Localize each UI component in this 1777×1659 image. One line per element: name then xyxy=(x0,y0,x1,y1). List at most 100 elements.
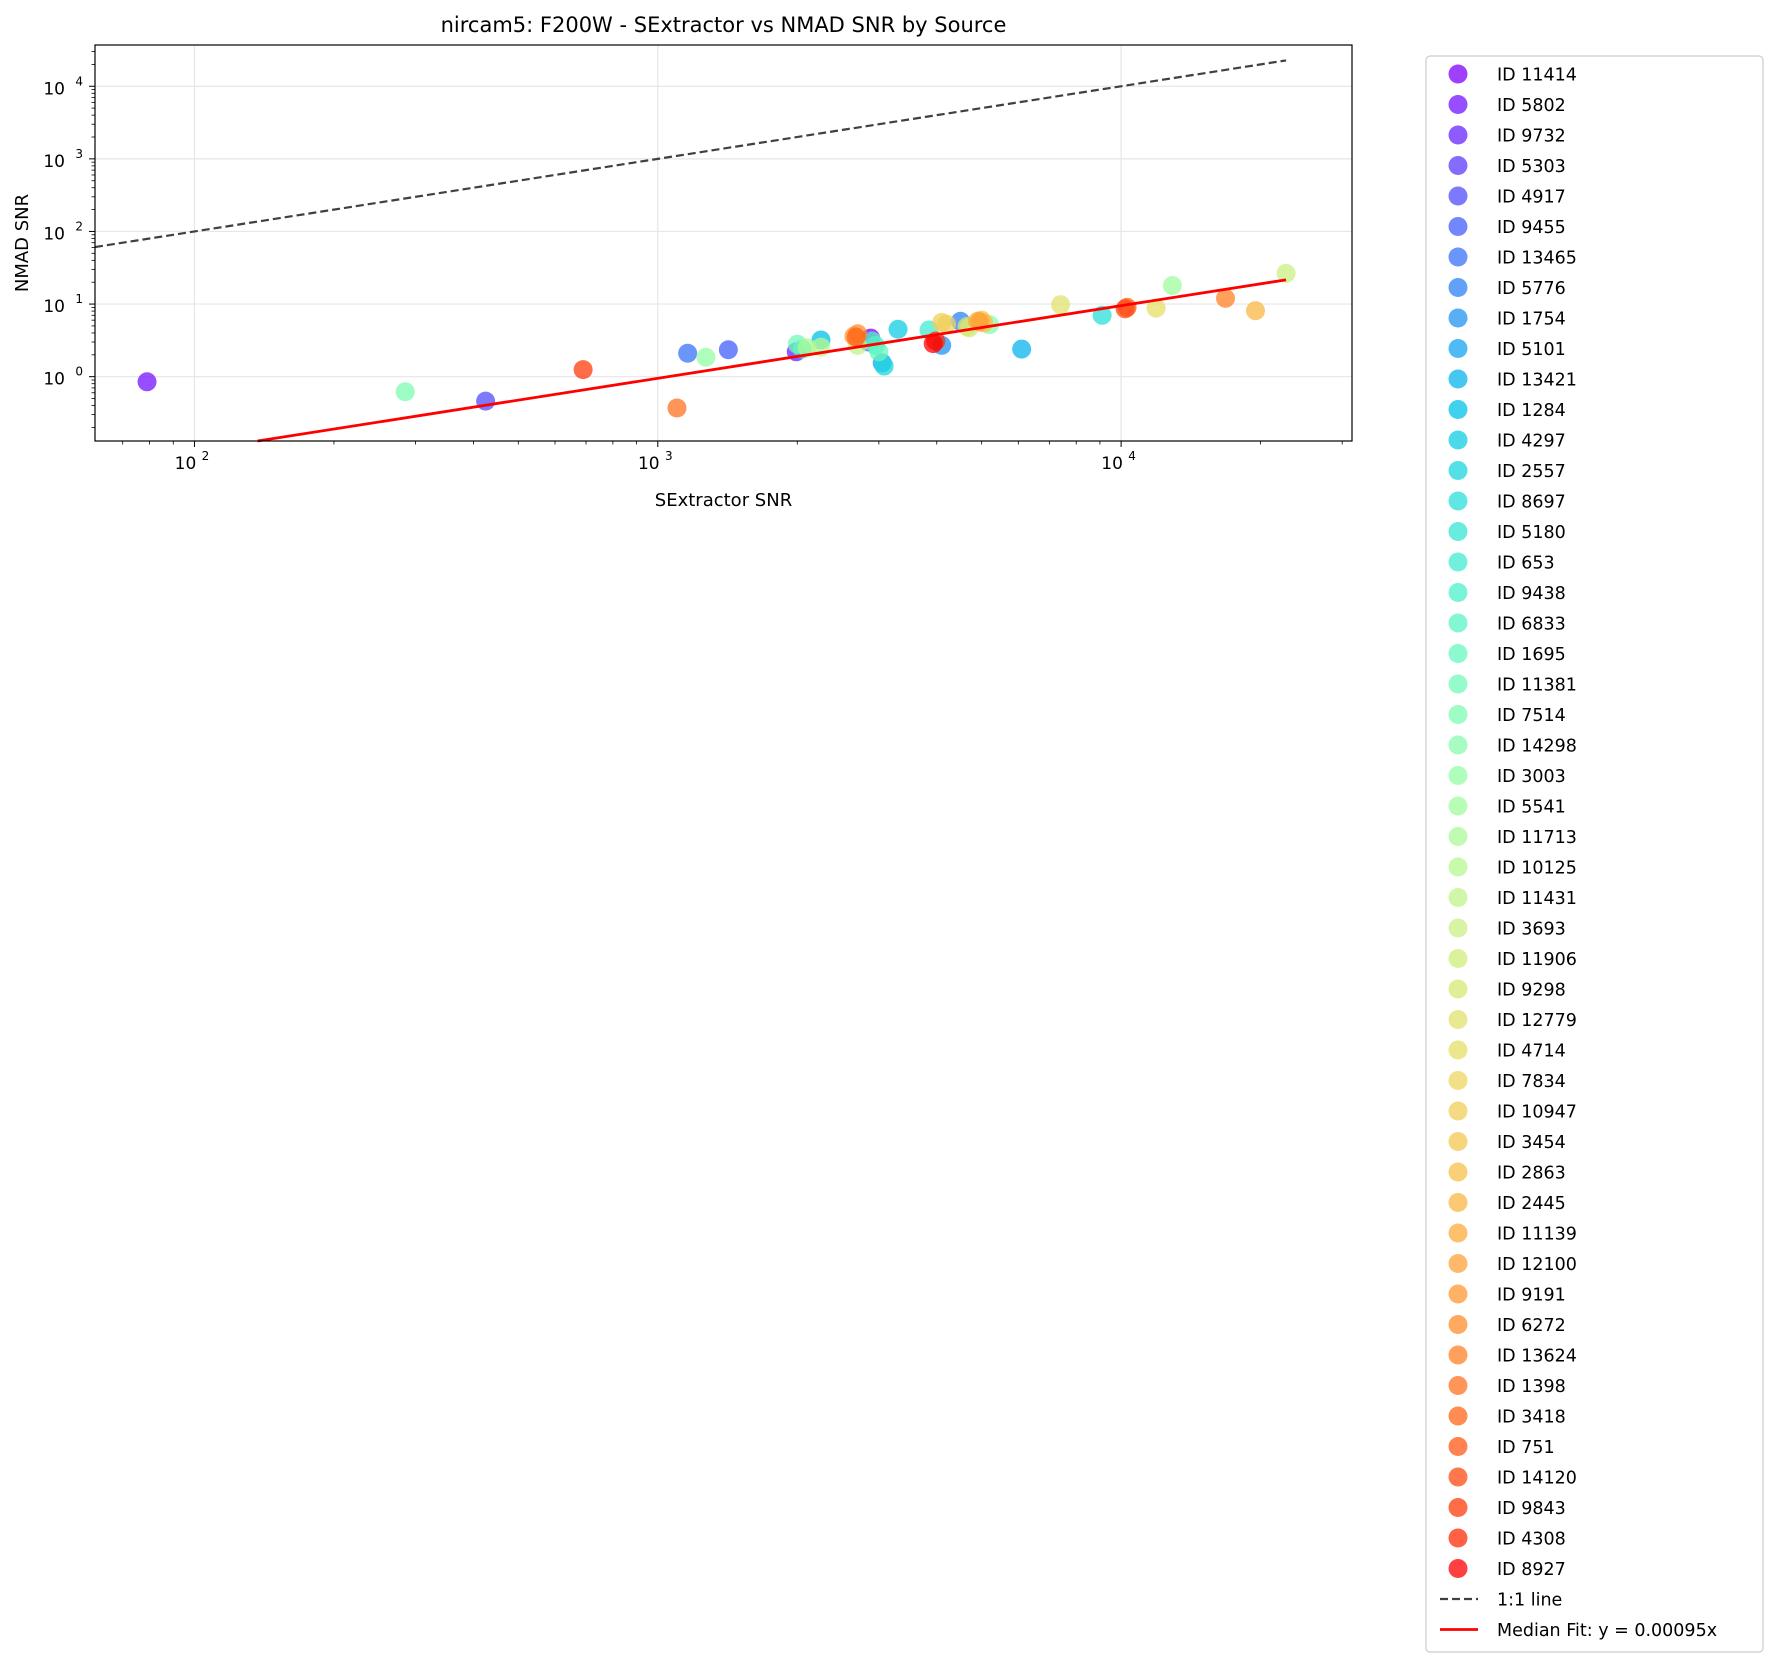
legend-label: 1:1 line xyxy=(1497,1591,1562,1611)
legend-marker xyxy=(1448,522,1468,541)
x-tick-label: 10 xyxy=(175,454,197,474)
legend-label: ID 7834 xyxy=(1497,1072,1566,1092)
grid-lines xyxy=(95,45,1352,441)
legend-marker xyxy=(1448,644,1468,663)
plot-frame xyxy=(94,44,1353,442)
legend-marker xyxy=(1448,369,1468,389)
legend-label: ID 13465 xyxy=(1497,249,1577,269)
legend-label: ID 4308 xyxy=(1497,1530,1566,1550)
legend-label: ID 11431 xyxy=(1497,889,1577,909)
y-tick-label: 10 xyxy=(43,224,65,244)
legend-label: ID 11139 xyxy=(1497,1225,1577,1245)
legend-label: ID 4917 xyxy=(1497,188,1566,208)
legend-label: ID 9438 xyxy=(1497,584,1566,604)
legend-label: ID 14120 xyxy=(1497,1469,1577,1489)
legend-label: ID 1695 xyxy=(1497,645,1566,665)
legend-label: ID 653 xyxy=(1497,554,1555,574)
data-points xyxy=(137,263,1296,443)
data-point xyxy=(573,360,593,380)
legend-label: ID 13624 xyxy=(1497,1347,1577,1367)
y-axis-label: NMAD SNR xyxy=(12,194,33,292)
data-point xyxy=(869,342,889,362)
legend-marker xyxy=(1448,949,1468,968)
one-to-one-line xyxy=(94,59,1287,249)
data-point xyxy=(1146,298,1166,318)
data-point xyxy=(1051,295,1071,315)
legend-label: ID 1754 xyxy=(1497,310,1566,330)
legend-marker xyxy=(1448,430,1468,450)
y-tick-label: 10 xyxy=(43,152,65,172)
legend-marker xyxy=(1448,461,1468,480)
data-point xyxy=(846,327,866,347)
legend-marker xyxy=(1448,1376,1468,1395)
legend-marker xyxy=(1448,125,1468,145)
data-point xyxy=(678,343,698,363)
legend-marker xyxy=(1448,857,1468,877)
legend-label: ID 9298 xyxy=(1497,981,1566,1001)
legend-marker xyxy=(1448,1284,1468,1304)
legend-marker xyxy=(1448,1528,1468,1548)
x-tick-label: 10 xyxy=(638,454,660,474)
legend-label: ID 12779 xyxy=(1497,1011,1577,1031)
legend-marker xyxy=(1448,1193,1468,1212)
legend-label: ID 3454 xyxy=(1497,1133,1566,1153)
legend-marker xyxy=(1448,1498,1468,1517)
x-axis-label: SExtractor SNR xyxy=(655,490,792,511)
legend-label: ID 11906 xyxy=(1497,950,1577,970)
legend-marker xyxy=(1448,1467,1468,1487)
legend-marker xyxy=(1448,156,1468,175)
legend-marker xyxy=(1448,552,1468,572)
legend-marker xyxy=(1448,1132,1468,1151)
legend-marker xyxy=(1448,339,1468,358)
legend-label: ID 9455 xyxy=(1497,218,1566,238)
data-point xyxy=(395,382,415,402)
legend-label: ID 4297 xyxy=(1497,432,1566,452)
data-point xyxy=(1276,263,1296,283)
data-point xyxy=(667,398,687,418)
data-point xyxy=(932,312,952,332)
data-point xyxy=(718,340,738,360)
legend-marker xyxy=(1448,278,1468,297)
legend-marker xyxy=(1448,1254,1468,1273)
legend-label: ID 5541 xyxy=(1497,798,1566,818)
reference-lines xyxy=(94,59,1287,249)
data-point xyxy=(476,391,496,411)
legend-label: ID 13421 xyxy=(1497,371,1577,391)
median-fit-line xyxy=(257,278,1287,443)
legend-marker xyxy=(1448,674,1468,694)
legend-label: ID 11414 xyxy=(1497,66,1577,86)
data-point xyxy=(888,319,908,339)
legend-marker xyxy=(1448,613,1468,633)
legend-label: ID 4714 xyxy=(1497,1042,1566,1062)
legend-label: ID 12100 xyxy=(1497,1255,1577,1275)
legend-marker xyxy=(1448,1559,1468,1578)
legend-label: ID 11713 xyxy=(1497,828,1577,848)
x-tick-exponent: 4 xyxy=(1128,449,1136,463)
legend-label: ID 9191 xyxy=(1497,1286,1566,1306)
legend-marker xyxy=(1448,583,1468,602)
y-tick-exponent: 1 xyxy=(75,292,83,306)
data-point xyxy=(1115,299,1135,319)
legend-label: ID 10125 xyxy=(1497,859,1577,879)
data-point xyxy=(1216,288,1236,308)
legend-marker xyxy=(1448,308,1468,328)
legend-label: ID 6833 xyxy=(1497,615,1566,635)
legend-label: ID 11381 xyxy=(1497,676,1577,696)
legend-label: ID 1284 xyxy=(1497,401,1566,421)
legend-label: ID 14298 xyxy=(1497,737,1577,757)
legend-label: ID 9843 xyxy=(1497,1499,1566,1519)
y-tick-exponent: 0 xyxy=(75,365,83,379)
legend-label: ID 2863 xyxy=(1497,1164,1566,1184)
legend-marker xyxy=(1448,1437,1468,1456)
chart-title: nircam5: F200W - SExtractor vs NMAD SNR … xyxy=(441,13,1007,37)
legend-label: ID 5101 xyxy=(1497,340,1566,360)
legend-marker xyxy=(1448,1223,1468,1243)
legend-marker xyxy=(1448,1101,1468,1121)
data-point xyxy=(1162,276,1182,296)
legend-marker xyxy=(1448,186,1468,206)
data-point xyxy=(797,338,817,358)
legend-marker xyxy=(1448,735,1468,755)
y-tick-exponent: 4 xyxy=(75,74,83,88)
data-point xyxy=(1012,339,1032,359)
